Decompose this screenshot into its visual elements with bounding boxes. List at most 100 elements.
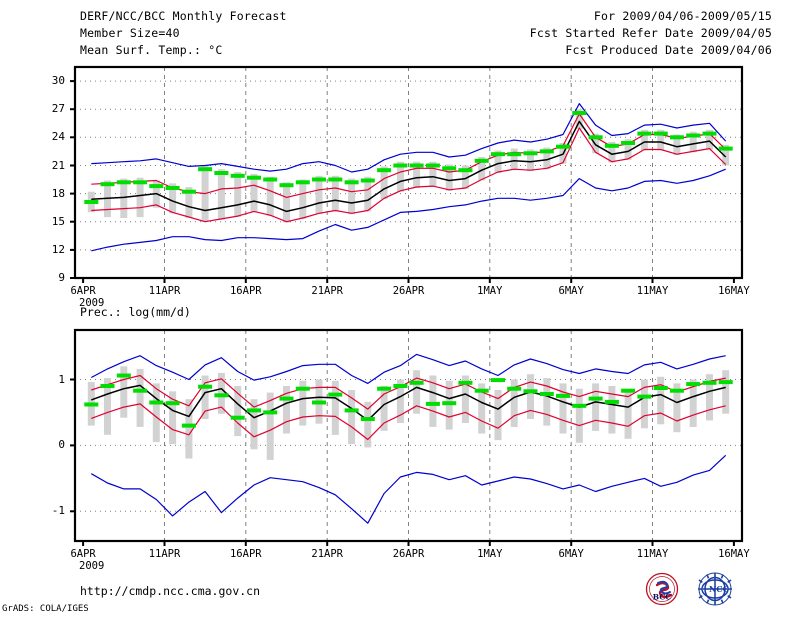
ensemble-box-bar [234, 386, 242, 437]
forecast-period-label: For 2009/04/06-2009/05/15 [593, 9, 772, 23]
series-line-minimum [91, 454, 727, 524]
ensemble-box-bar [364, 176, 372, 212]
ensemble-mean-marker [491, 152, 505, 157]
ensemble-box-bar [283, 386, 290, 434]
ensemble-box-bar [543, 147, 551, 170]
ensemble-box-bar [348, 390, 356, 445]
ensemble-box-bar [315, 175, 323, 215]
ensemble-mean-marker [572, 403, 587, 408]
ensemble-mean-marker [588, 396, 603, 401]
ensemble-box-bar [510, 148, 518, 171]
ensemble-mean-marker [539, 149, 554, 154]
ensemble-box-bar [461, 165, 469, 189]
x-axis-label-precipitation: 21APR [311, 548, 343, 560]
ensemble-mean-marker [328, 177, 343, 182]
ensemble-box-bar [250, 173, 258, 213]
ensemble-box-bar [640, 379, 648, 429]
ensemble-box-bar [608, 142, 616, 163]
ensemble-mean-marker [556, 393, 570, 398]
ensemble-box-bar [396, 379, 404, 423]
ensemble-mean-marker [295, 386, 310, 391]
x-axis-label-temperature: 16MAY [718, 285, 750, 297]
ensemble-box-bar [152, 383, 160, 443]
y-axis-label-temperature: 18 [51, 186, 65, 200]
temperature-panel-label: Mean Surf. Temp.: °C [80, 43, 223, 57]
bcc-logo-icon: BCC [645, 572, 679, 606]
figure-title: DERF/NCC/BCC Monthly Forecast [80, 9, 287, 23]
ensemble-mean-marker [539, 392, 554, 396]
ensemble-mean-marker [165, 186, 180, 190]
ensemble-mean-marker [653, 131, 668, 136]
ensemble-mean-marker [214, 171, 229, 175]
ensemble-mean-marker [149, 184, 164, 189]
x-axis-label-temperature: 6APR [70, 285, 96, 297]
ensemble-box-bar [217, 169, 225, 220]
x-axis-label-temperature: 16APR [229, 285, 262, 297]
ensemble-mean-marker [360, 178, 375, 183]
ensemble-box-bar [575, 388, 583, 443]
x-axis-year-label-precipitation: 2009 [79, 560, 105, 572]
ensemble-box-bar [266, 176, 274, 217]
ensemble-box-bar [169, 391, 177, 445]
ensemble-box-bar [510, 379, 518, 427]
ensemble-mean-marker [621, 141, 636, 145]
ensemble-box-bar [575, 109, 583, 129]
ensemble-mean-marker [116, 373, 131, 378]
ensemble-box-bar [689, 131, 697, 153]
ensemble-mean-marker [84, 200, 99, 204]
ensemble-mean-marker [247, 408, 261, 413]
ensemble-mean-marker [686, 382, 701, 387]
ensemble-mean-marker [718, 380, 733, 385]
series-line-minimum [91, 168, 726, 252]
ensemble-mean-marker [181, 189, 196, 194]
ensemble-box-bar [445, 164, 453, 191]
ensemble-box-bar [331, 175, 339, 212]
ensemble-box-bar [169, 183, 177, 214]
ensemble-box-bar [250, 399, 258, 450]
ensemble-mean-marker [425, 401, 440, 406]
x-axis-label-precipitation: 1MAY [477, 548, 503, 560]
ensemble-box-bar [640, 129, 648, 151]
ensemble-mean-marker [263, 177, 278, 182]
ensemble-box-bar [380, 386, 388, 431]
ensemble-mean-marker [377, 386, 392, 391]
ensemble-box-bar [413, 370, 421, 414]
ensemble-mean-marker [344, 180, 359, 185]
ensemble-mean-marker [198, 167, 213, 172]
ensemble-mean-marker [360, 417, 375, 421]
ensemble-box-bar [120, 366, 128, 418]
website-url[interactable]: http://cmdp.ncc.cma.gov.cn [80, 584, 261, 598]
ensemble-mean-marker [133, 388, 148, 393]
ensemble-mean-marker [149, 400, 164, 405]
ensemble-mean-marker [295, 180, 310, 185]
series-line-75th-percentile [91, 374, 726, 410]
ensemble-box-bar [527, 149, 534, 172]
y-axis-label-precipitation: 1 [58, 372, 65, 386]
ensemble-mean-marker [588, 135, 603, 140]
x-axis-year-label-temperature: 2009 [79, 297, 105, 309]
ensemble-mean-marker [442, 401, 457, 406]
ensemble-mean-marker [702, 131, 717, 136]
ensemble-mean-marker [458, 168, 473, 173]
logo-group: BCC NCC [645, 572, 755, 606]
ensemble-box-bar [478, 157, 486, 181]
ensemble-box-bar [624, 139, 632, 160]
ensemble-mean-marker [523, 389, 538, 394]
ensemble-mean-marker [556, 144, 570, 149]
x-axis-label-precipitation: 26APR [392, 548, 425, 560]
ensemble-box-bar [706, 129, 713, 150]
ensemble-box-bar [331, 380, 339, 435]
ensemble-mean-marker [279, 396, 294, 401]
ensemble-box-bar [413, 161, 421, 188]
ensemble-mean-marker [84, 402, 99, 407]
ensemble-mean-marker [491, 378, 505, 383]
ensemble-box-bar [234, 172, 242, 217]
ensemble-box-bar [201, 375, 209, 419]
x-axis-label-precipitation: 16MAY [718, 548, 750, 560]
ensemble-box-bar [657, 129, 665, 151]
ensemble-box-bar [299, 380, 307, 426]
precipitation-panel-label: Prec.: log(mm/d) [80, 305, 191, 319]
y-axis-label-temperature: 27 [51, 102, 65, 116]
x-axis-label-precipitation: 6APR [70, 548, 96, 560]
ensemble-mean-marker [279, 183, 294, 188]
